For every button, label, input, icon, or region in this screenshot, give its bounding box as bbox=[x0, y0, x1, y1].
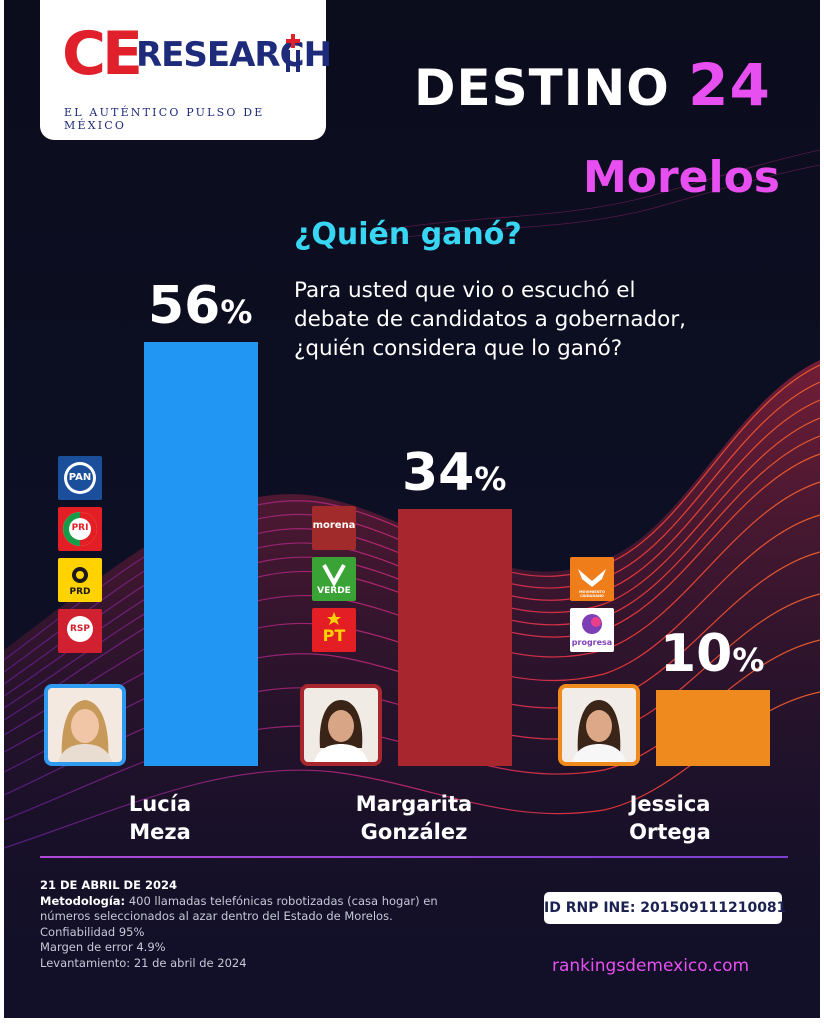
morena-logo-icon: morena bbox=[312, 506, 356, 550]
avatar-jessica-ortega bbox=[558, 684, 640, 766]
candidate-name-2: Margarita González bbox=[355, 792, 473, 844]
question-title: ¿Quién ganó? bbox=[294, 217, 522, 252]
pct-label-2: 34% bbox=[402, 443, 507, 503]
avatar-margarita-gonzalez bbox=[300, 684, 382, 766]
candidate-name-3: Jessica Ortega bbox=[629, 792, 711, 844]
margin-of-error: Margen de error 4.9% bbox=[40, 940, 166, 954]
rnp-id-badge: ID RNP INE: 201509111210081 bbox=[544, 892, 786, 924]
bar-lucia-meza bbox=[144, 342, 258, 766]
state-name: Morelos bbox=[582, 152, 780, 203]
poll-date: 21 DE ABRIL DE 2024 bbox=[40, 878, 177, 892]
rsp-logo-icon: RSP bbox=[58, 609, 102, 653]
poll-card: CE RESEARCH EL AUTÉNTICO PULSO DE MÉXICO… bbox=[4, 0, 820, 1018]
title-number: 24 bbox=[688, 51, 771, 119]
prd-logo-icon: PRD bbox=[58, 558, 102, 602]
progresa-logo-icon: progresa bbox=[570, 608, 614, 652]
survey-date: Levantamiento: 21 de abril de 2024 bbox=[40, 955, 247, 970]
mc-logo-icon: MOVIMIENTO CIUDADANO bbox=[570, 557, 614, 601]
brand-logo: CE RESEARCH EL AUTÉNTICO PULSO DE MÉXICO bbox=[40, 0, 332, 140]
footer-divider bbox=[40, 856, 788, 858]
bar-jessica-ortega bbox=[656, 690, 770, 766]
logo-ce-text: CE bbox=[62, 19, 143, 89]
pan-logo-icon: PAN bbox=[58, 456, 102, 500]
site-url-link[interactable]: rankingsdemexico.com bbox=[552, 956, 750, 976]
pct-label-1: 56% bbox=[148, 276, 253, 336]
bar-margarita-gonzalez bbox=[398, 509, 512, 766]
page-title: DESTINO 24 bbox=[414, 56, 771, 114]
logo-tagline: EL AUTÉNTICO PULSO DE MÉXICO bbox=[64, 106, 265, 132]
pt-logo-icon: PT bbox=[312, 608, 356, 652]
pct-label-3: 10% bbox=[660, 624, 765, 684]
pri-logo-icon: PRI bbox=[58, 507, 102, 551]
methodology-notes: 21 DE ABRIL DE 2024 Metodología: 400 lla… bbox=[40, 878, 480, 971]
logo-research-text: RESEARCH bbox=[136, 35, 332, 75]
confidence: Confiabilidad 95% bbox=[40, 924, 145, 939]
verde-logo-icon: VERDE bbox=[312, 557, 356, 601]
question-text: Para usted que vio o escuchó el debate d… bbox=[294, 278, 687, 361]
avatar-lucia-meza bbox=[44, 684, 126, 766]
logo-plus-mark-icon bbox=[286, 34, 300, 72]
methodology: Metodología: 400 llamadas telefónicas ro… bbox=[40, 893, 438, 924]
title-text: DESTINO bbox=[414, 59, 670, 117]
candidate-name-1: Lucía Meza bbox=[128, 792, 192, 844]
